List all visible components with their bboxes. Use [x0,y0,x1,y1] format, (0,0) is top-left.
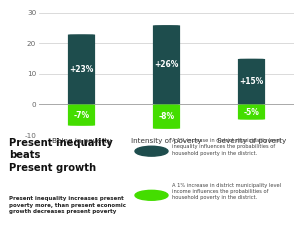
Text: A 1% increase in district municipality level
inequality influences the probabili: A 1% increase in district municipality l… [172,138,282,155]
Text: +15%: +15% [239,77,264,86]
Text: Present inequality
beats
Present growth: Present inequality beats Present growth [9,138,113,173]
FancyBboxPatch shape [68,104,95,126]
FancyBboxPatch shape [238,104,265,120]
Text: -7%: -7% [74,111,90,120]
Text: A 1% increase in district municipality level
income influences the probabilities: A 1% increase in district municipality l… [172,183,282,200]
FancyBboxPatch shape [68,34,95,104]
Circle shape [135,146,168,156]
FancyBboxPatch shape [238,59,265,104]
Text: -8%: -8% [158,112,175,121]
Text: Present inequality increases present
poverty more, than present economic
growth : Present inequality increases present pov… [9,196,126,214]
Circle shape [135,190,168,200]
Text: +23%: +23% [69,65,94,74]
Text: +26%: +26% [154,60,179,69]
FancyBboxPatch shape [153,104,180,129]
Text: -5%: -5% [244,108,260,117]
FancyBboxPatch shape [153,25,180,104]
